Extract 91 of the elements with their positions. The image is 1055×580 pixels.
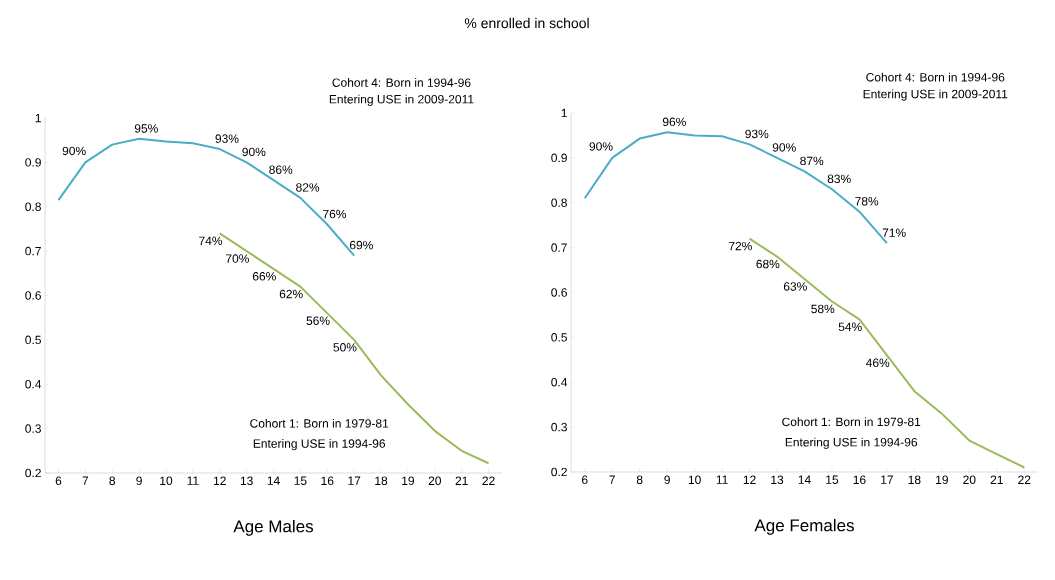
x-tick-label: 6 — [582, 475, 588, 485]
x-tick-label: 19 — [402, 476, 415, 486]
data-label: 90% — [772, 143, 796, 152]
x-tick-label: 21 — [455, 476, 468, 485]
y-tick-label: 1 — [561, 108, 567, 118]
y-tick-label: 0.5 — [25, 335, 41, 345]
y-tick-label: 0.6 — [25, 291, 41, 300]
x-axis-title: Age Females — [754, 518, 854, 535]
data-label: 93% — [215, 134, 239, 143]
x-tick-label: 13 — [240, 476, 253, 486]
data-label: 63% — [783, 282, 807, 291]
data-label: 56% — [306, 316, 330, 325]
y-tick-label: 0.4 — [551, 377, 568, 387]
data-label: 72% — [728, 241, 752, 251]
x-tick-label: 17 — [348, 476, 361, 485]
data-label: 95% — [134, 124, 158, 133]
data-label: 87% — [800, 156, 824, 166]
data-label: 78% — [855, 197, 879, 206]
x-tick-label: 6 — [55, 476, 62, 486]
data-label: 62% — [279, 289, 303, 299]
y-tick-label: 0.8 — [25, 202, 41, 211]
y-tick-label: 0.8 — [551, 198, 567, 207]
x-tick-label: 22 — [482, 476, 495, 485]
x-tick-label: 11 — [187, 476, 199, 485]
y-tick-label: 0.7 — [25, 246, 41, 256]
data-label: 86% — [269, 165, 293, 174]
text: Entering USE in 2009-2011 — [329, 94, 474, 106]
data-label: 90% — [242, 147, 266, 157]
x-tick-label: 18 — [375, 476, 388, 486]
text: Cohort 4: Born in 1994-96 — [866, 72, 1005, 82]
data-label: 76% — [323, 209, 347, 219]
x-tick-label: 14 — [798, 475, 811, 484]
data-label: 82% — [296, 183, 320, 192]
x-tick-label: 22 — [1018, 475, 1031, 484]
y-tick-label: 0.9 — [25, 158, 41, 167]
data-label: 66% — [252, 272, 276, 281]
annotation: Cohort 1: Born in 1979-81 — [250, 418, 389, 428]
annotation: Entering USE in 1994-96 — [253, 439, 386, 451]
data-label: 70% — [226, 254, 249, 263]
x-tick-label: 9 — [664, 475, 670, 485]
x-tick-label: 15 — [294, 476, 307, 485]
x-tick-label: 8 — [636, 475, 643, 485]
data-label: 46% — [865, 358, 890, 367]
x-tick-label: 13 — [771, 475, 784, 485]
y-tick-label: 0.4 — [25, 380, 42, 389]
x-tick-label: 8 — [109, 476, 116, 486]
data-label: 50% — [333, 343, 357, 352]
y-tick-label: 0.9 — [551, 153, 567, 163]
y-tick-label: 0.7 — [551, 243, 567, 252]
x-tick-label: 15 — [826, 475, 839, 484]
x-tick-label: 7 — [82, 476, 89, 485]
y-tick-label: 0.5 — [551, 333, 567, 342]
data-label: 90% — [589, 142, 613, 151]
y-tick-label: 0.6 — [551, 288, 567, 297]
chart-title: % enrolled in school — [464, 17, 589, 29]
x-tick-label: 7 — [609, 475, 615, 484]
text: Cohort 4: Born in 1994-96 — [332, 78, 471, 87]
y-tick-label: 0.2 — [25, 468, 41, 478]
text: Entering USE in 2009-2011 — [863, 89, 1008, 101]
x-tick-label: 10 — [688, 475, 701, 485]
y-tick-label: 1 — [35, 113, 41, 123]
x-tick-label: 19 — [936, 475, 948, 485]
data-label: 83% — [827, 174, 851, 184]
x-tick-label: 9 — [136, 476, 142, 486]
x-tick-label: 16 — [321, 476, 334, 486]
data-label: 58% — [811, 304, 835, 314]
x-tick-label: 16 — [853, 475, 866, 485]
data-label: 69% — [349, 240, 373, 250]
x-tick-label: 18 — [908, 475, 921, 485]
data-label: 74% — [199, 236, 223, 245]
data-label: 93% — [745, 129, 769, 139]
x-tick-label: 21 — [990, 475, 1003, 484]
y-tick-label: 0.3 — [551, 422, 567, 432]
data-label: 68% — [756, 259, 780, 269]
x-tick-label: 20 — [428, 476, 442, 486]
x-tick-label: 12 — [743, 475, 756, 484]
annotation: Entering USE in 1994-96 — [785, 437, 918, 449]
annotation: Cohort 1: Born in 1979-81 — [782, 417, 921, 427]
data-label: 54% — [838, 322, 862, 332]
x-tick-label: 12 — [213, 476, 226, 485]
x-tick-label: 17 — [881, 475, 893, 484]
x-tick-label: 20 — [963, 475, 976, 485]
data-label: 90% — [62, 146, 86, 156]
x-axis-title: Age Males — [233, 519, 314, 536]
data-label: 71% — [882, 228, 906, 237]
data-label: 96% — [662, 117, 686, 127]
y-tick-label: 0.2 — [551, 467, 567, 477]
x-tick-label: 11 — [716, 475, 728, 484]
y-tick-label: 0.3 — [25, 424, 41, 433]
x-tick-label: 10 — [160, 476, 173, 486]
x-tick-label: 14 — [267, 476, 280, 485]
